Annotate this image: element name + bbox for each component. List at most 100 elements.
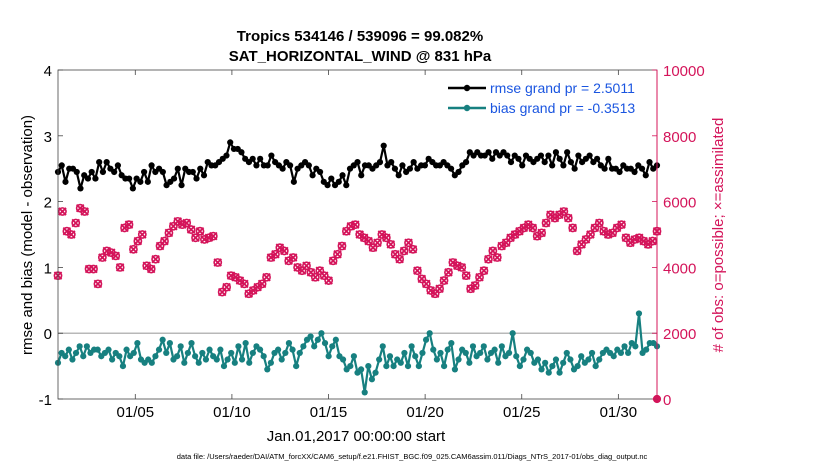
obs-assimilated-marker bbox=[257, 279, 267, 289]
rmse-point bbox=[328, 175, 335, 182]
bias-point bbox=[361, 389, 368, 396]
rmse-point bbox=[264, 162, 271, 169]
rmse-point bbox=[549, 162, 556, 169]
obs-possible-marker bbox=[111, 251, 121, 261]
obs-possible-marker bbox=[563, 213, 573, 223]
bias-point bbox=[311, 343, 318, 350]
obs-assimilated-marker bbox=[586, 230, 595, 239]
obs-assimilated-marker bbox=[204, 233, 214, 243]
bias-point bbox=[350, 353, 357, 360]
obs-possible-marker bbox=[430, 289, 440, 299]
obs-possible-marker bbox=[257, 279, 267, 289]
rmse-point bbox=[238, 149, 245, 156]
obs-assimilated-marker bbox=[324, 276, 333, 285]
obs-possible-marker bbox=[479, 266, 489, 276]
bias-point bbox=[621, 343, 628, 350]
obs-assimilated-marker bbox=[186, 225, 196, 234]
obs-assimilated-marker bbox=[488, 246, 498, 256]
bias-point bbox=[477, 349, 484, 357]
y-tick-label-right: 4000 bbox=[663, 260, 696, 277]
bias-point bbox=[163, 349, 170, 357]
obs-assimilated-marker bbox=[311, 273, 320, 282]
bias-point bbox=[296, 349, 303, 357]
obs-possible-marker bbox=[528, 223, 538, 233]
bias-point bbox=[545, 369, 552, 376]
bias-point bbox=[408, 343, 415, 350]
bias-point bbox=[332, 336, 339, 343]
obs-possible-marker bbox=[572, 246, 582, 256]
obs-possible-marker bbox=[137, 230, 147, 239]
rmse-point bbox=[88, 168, 95, 176]
obs-assimilated-marker bbox=[351, 220, 360, 229]
obs-possible-marker bbox=[492, 253, 502, 262]
obs-assimilated-marker bbox=[328, 256, 338, 266]
obs-assimilated-marker bbox=[115, 263, 125, 272]
rmse-point bbox=[287, 162, 294, 169]
obs-possible-marker bbox=[66, 230, 76, 239]
obs-possible-marker bbox=[577, 239, 586, 249]
bias-point bbox=[451, 366, 459, 373]
obs-possible-marker bbox=[501, 238, 511, 248]
x-tick-label: 01/30 bbox=[600, 404, 638, 421]
bias-point bbox=[610, 353, 617, 360]
rmse-point bbox=[111, 168, 118, 176]
obs-assimilated-marker bbox=[71, 218, 80, 228]
bias-point bbox=[195, 359, 202, 366]
bias-point bbox=[567, 356, 574, 363]
bias-point bbox=[300, 343, 307, 350]
obs-possible-marker bbox=[222, 282, 232, 292]
bias-point bbox=[347, 363, 354, 370]
bias-point bbox=[318, 330, 325, 337]
obs-assimilated-marker bbox=[564, 213, 573, 223]
rmse-point bbox=[391, 165, 399, 172]
rmse-point bbox=[126, 175, 133, 182]
obs-assimilated-marker bbox=[262, 273, 271, 282]
obs-assimilated-marker bbox=[191, 233, 200, 243]
obs-possible-marker bbox=[368, 243, 378, 253]
obs-assimilated-marker bbox=[461, 271, 471, 280]
obs-assimilated-marker bbox=[408, 245, 418, 254]
bias-point bbox=[181, 359, 188, 366]
obs-assimilated-marker bbox=[151, 254, 160, 264]
bias-point bbox=[166, 339, 173, 347]
bias-point bbox=[588, 349, 596, 357]
obs-possible-marker bbox=[342, 226, 351, 236]
bias-point bbox=[184, 349, 192, 357]
bias-point bbox=[267, 359, 274, 366]
rmse-point bbox=[290, 178, 297, 185]
obs-possible-marker bbox=[124, 220, 134, 230]
bias-point bbox=[430, 346, 437, 353]
obs-possible-marker bbox=[395, 254, 405, 264]
rmse-point bbox=[485, 149, 492, 156]
bias-point bbox=[256, 346, 264, 353]
obs-possible-marker bbox=[568, 223, 578, 233]
obs-possible-marker bbox=[621, 233, 631, 243]
rmse-point bbox=[96, 159, 103, 166]
obs-assimilated-marker bbox=[439, 276, 449, 285]
bias-point bbox=[202, 356, 210, 363]
rmse-point bbox=[567, 159, 574, 166]
rmse-point bbox=[395, 172, 402, 179]
obs-possible-marker bbox=[115, 262, 125, 272]
obs-assimilated-marker bbox=[288, 253, 298, 262]
bias-point bbox=[592, 363, 599, 370]
rmse-point bbox=[376, 159, 384, 166]
obs-possible-marker bbox=[262, 272, 271, 282]
obs-possible-marker bbox=[297, 266, 307, 276]
bias-point bbox=[134, 339, 141, 347]
obs-possible-marker bbox=[279, 246, 289, 256]
obs-assimilated-marker bbox=[346, 222, 356, 231]
bias-point bbox=[192, 353, 199, 360]
y-tick-label-right: 10000 bbox=[663, 63, 705, 80]
y-axis-label-left: rmse and bias (model - observation) bbox=[19, 115, 36, 355]
bias-point bbox=[433, 356, 440, 363]
bias-point bbox=[188, 339, 195, 347]
bias-point bbox=[130, 349, 137, 357]
bias-point bbox=[632, 343, 639, 350]
obs-assimilated-marker bbox=[93, 279, 103, 289]
rmse-point bbox=[84, 175, 92, 182]
bias-point bbox=[520, 356, 527, 363]
rmse-point bbox=[406, 165, 414, 172]
bias-point bbox=[635, 310, 643, 317]
obs-possible-marker bbox=[217, 287, 227, 297]
